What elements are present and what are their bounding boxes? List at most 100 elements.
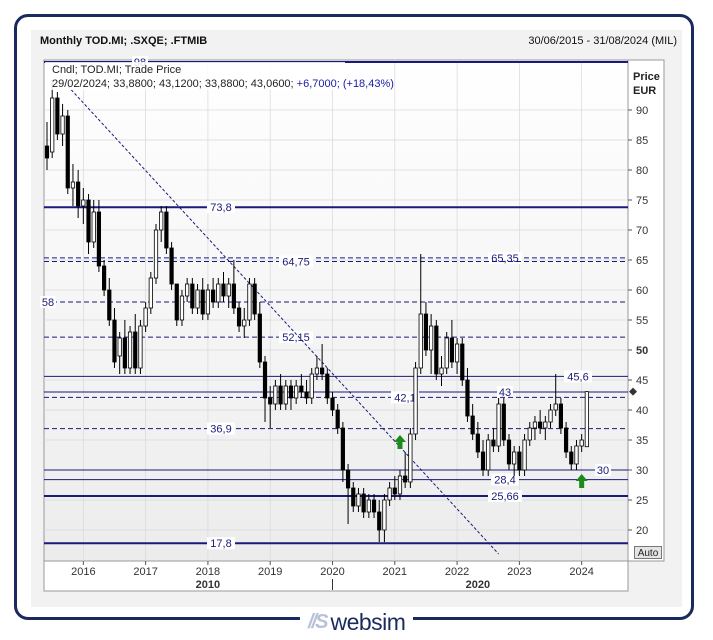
level-label-bg xyxy=(488,490,522,503)
buy-arrow-icon xyxy=(575,474,588,488)
candle xyxy=(548,404,553,428)
candle xyxy=(226,278,231,308)
candle xyxy=(148,272,153,314)
candle xyxy=(211,278,216,308)
candle-body xyxy=(91,211,96,243)
candle xyxy=(273,380,278,410)
candle-body xyxy=(579,439,584,447)
candle-body xyxy=(434,325,439,375)
candle-body xyxy=(242,319,247,327)
candle xyxy=(96,200,102,272)
candle-body xyxy=(460,343,465,381)
candle-body xyxy=(262,361,268,399)
trendline xyxy=(67,85,499,555)
candle xyxy=(543,416,548,440)
y-tick-label: 50 xyxy=(636,345,648,357)
candle-body xyxy=(299,385,304,393)
candle xyxy=(55,92,60,140)
candle xyxy=(205,284,211,320)
candle-body xyxy=(205,289,211,315)
candle-body xyxy=(159,211,164,231)
candle-body xyxy=(522,439,527,471)
y-tick-label: 80 xyxy=(636,165,648,177)
candle-body xyxy=(268,397,273,405)
candle-body xyxy=(55,97,60,135)
candle xyxy=(512,446,517,476)
x-axis-strip xyxy=(43,560,629,592)
y-tick-label: 65 xyxy=(636,255,648,267)
auto-scale-button[interactable]: Auto xyxy=(634,546,662,559)
candle xyxy=(377,500,382,542)
candle-body xyxy=(408,433,413,483)
candle xyxy=(70,164,76,206)
level-label-bg xyxy=(497,386,513,398)
candle xyxy=(574,440,579,470)
candle-body xyxy=(517,451,522,471)
candle-body xyxy=(179,295,185,321)
candle xyxy=(429,314,434,374)
candle-body xyxy=(211,289,216,303)
candle-body xyxy=(330,397,335,411)
candle xyxy=(527,422,532,446)
candle-body xyxy=(418,313,423,369)
decade-label: 2020 xyxy=(466,579,490,591)
candle xyxy=(439,356,444,386)
x-tick-label: 2023 xyxy=(507,566,531,578)
candle xyxy=(486,434,491,476)
candle-body xyxy=(76,181,81,207)
candle xyxy=(117,332,122,374)
candle-body xyxy=(164,211,169,249)
candle xyxy=(351,482,356,512)
y-tick-label: 75 xyxy=(636,195,648,207)
y-tick-label: 85 xyxy=(636,135,648,147)
candle xyxy=(76,170,81,218)
level-label: 58 xyxy=(42,297,54,309)
candle xyxy=(133,314,138,374)
candle xyxy=(86,194,91,254)
candle-body xyxy=(96,211,102,267)
candle xyxy=(174,283,179,326)
candle xyxy=(382,494,387,542)
y-tick-label: 70 xyxy=(636,225,648,237)
candle-body xyxy=(429,325,434,351)
candle xyxy=(584,391,589,448)
x-tick-label: 2018 xyxy=(196,566,220,578)
candle xyxy=(553,374,558,416)
y-tick-label: 25 xyxy=(636,495,648,507)
candle xyxy=(299,374,304,398)
x-tick-label: 2019 xyxy=(258,566,282,578)
candle-body xyxy=(153,229,159,279)
candle xyxy=(371,494,377,518)
candle xyxy=(50,80,55,158)
level-label: 17,8 xyxy=(210,538,231,550)
candle xyxy=(288,380,294,410)
level-label-bg xyxy=(564,370,592,383)
candle-body xyxy=(444,337,449,369)
candle-body xyxy=(527,427,532,441)
candle xyxy=(538,410,543,434)
candle-body xyxy=(423,313,429,351)
candle-body xyxy=(465,379,470,417)
candle xyxy=(179,290,185,326)
candle xyxy=(221,272,226,302)
candle-body xyxy=(454,343,460,363)
candle xyxy=(216,278,221,308)
candle-body xyxy=(371,499,377,513)
candle xyxy=(200,278,205,320)
candle xyxy=(91,200,96,248)
level-label-bg xyxy=(207,537,235,550)
candle-body xyxy=(50,97,55,153)
candle xyxy=(304,380,309,404)
candle xyxy=(242,308,247,338)
y-tick-label: 40 xyxy=(636,405,648,417)
candle xyxy=(195,284,200,314)
x-tick-label: 2017 xyxy=(133,566,157,578)
candle-body xyxy=(231,283,236,309)
candle-body xyxy=(480,451,486,471)
logo-text: websim xyxy=(330,608,406,635)
candle-body xyxy=(257,313,262,363)
candle xyxy=(190,278,195,314)
candle-body xyxy=(122,337,127,369)
candle-body xyxy=(543,421,548,429)
